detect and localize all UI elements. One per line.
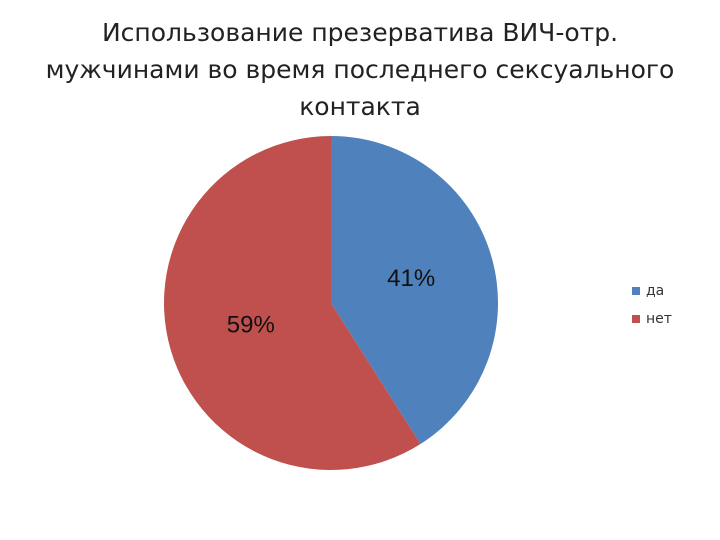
data-label: 59% bbox=[227, 312, 275, 339]
legend-label: да bbox=[646, 283, 664, 299]
data-label: 41% bbox=[387, 265, 435, 292]
legend-marker bbox=[632, 315, 640, 323]
chart-title: Использование презерватива ВИЧ-отр. мужч… bbox=[45, 18, 675, 121]
pie-slice bbox=[331, 136, 498, 445]
legend-label: нет bbox=[646, 311, 672, 327]
legend-marker bbox=[632, 287, 640, 295]
pie-slice bbox=[164, 136, 421, 470]
